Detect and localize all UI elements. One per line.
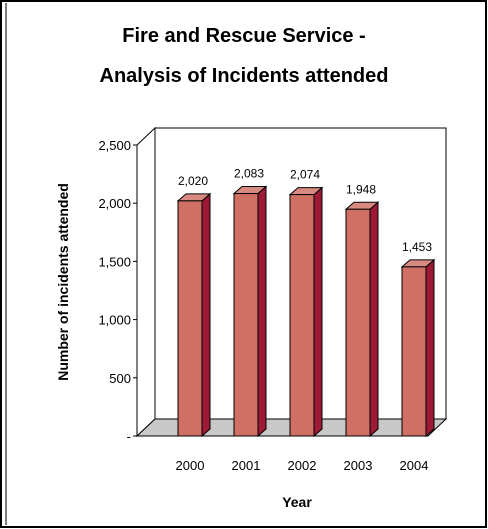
bar: [176, 192, 212, 438]
bar-side: [257, 185, 267, 438]
bar-side: [369, 201, 379, 438]
bar: [232, 185, 268, 438]
chart-title-line-1: Fire and Rescue Service -: [122, 25, 365, 47]
bar: [344, 201, 380, 438]
bar: [400, 258, 436, 438]
y-tick-label: 500: [109, 371, 131, 386]
y-tick-label: 1,000: [98, 313, 131, 328]
bar-front: [289, 194, 315, 437]
bar-front: [401, 266, 427, 437]
side-wall: [136, 126, 156, 438]
x-tick-label: 2002: [288, 458, 317, 473]
x-tick-label: 2000: [176, 458, 205, 473]
data-label: 2,020: [178, 174, 208, 188]
data-label: 2,074: [290, 168, 320, 182]
chart-title-line-2: Analysis of Incidents attended: [100, 65, 389, 87]
data-label: 2,083: [234, 167, 264, 181]
x-tick-label: 2004: [400, 458, 429, 473]
bar-side: [313, 186, 323, 438]
data-label: 1,948: [346, 182, 376, 196]
data-label: 1,453: [402, 240, 432, 254]
plot-area: - 500 1,000 1,500 2,000 2,500 2,020 2000 2,083 20…: [98, 126, 448, 473]
bar-front: [233, 193, 259, 437]
bar: [288, 186, 324, 438]
y-axis-label: Number of incidents attended: [55, 183, 71, 381]
bar-side: [201, 192, 211, 438]
y-tick-label: 2,000: [98, 196, 131, 211]
y-tick-label: -: [127, 429, 131, 444]
bar-side: [425, 258, 435, 438]
y-tick-label: 2,500: [98, 138, 131, 153]
x-tick-label: 2001: [232, 458, 261, 473]
x-tick-label: 2003: [344, 458, 373, 473]
x-axis-label: Year: [282, 494, 312, 510]
bar-front: [177, 200, 203, 437]
y-tick-label: 1,500: [98, 254, 131, 269]
bar-front: [345, 208, 371, 437]
